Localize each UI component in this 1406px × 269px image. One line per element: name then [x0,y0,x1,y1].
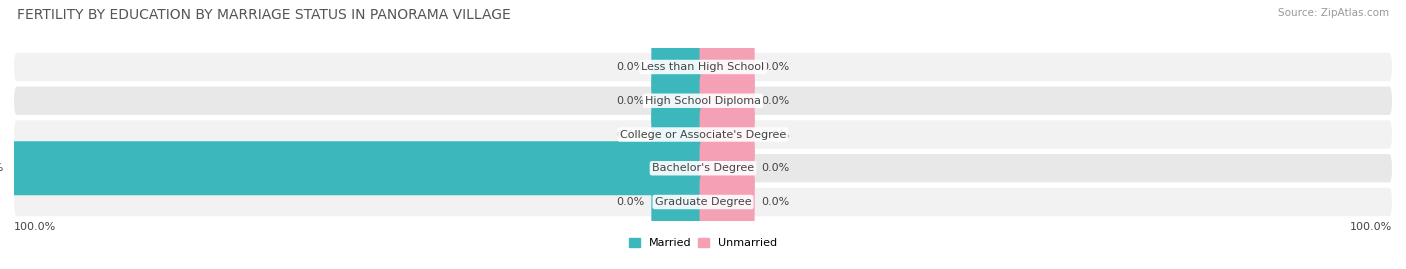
Text: Bachelor's Degree: Bachelor's Degree [652,163,754,173]
Text: Source: ZipAtlas.com: Source: ZipAtlas.com [1278,8,1389,18]
Text: 100.0%: 100.0% [0,163,4,173]
Text: College or Associate's Degree: College or Associate's Degree [620,129,786,140]
FancyBboxPatch shape [14,188,1392,216]
FancyBboxPatch shape [651,40,706,94]
FancyBboxPatch shape [11,141,706,195]
Text: 0.0%: 0.0% [762,129,790,140]
Text: 0.0%: 0.0% [762,197,790,207]
FancyBboxPatch shape [651,175,706,229]
FancyBboxPatch shape [14,53,1392,81]
Text: 0.0%: 0.0% [762,62,790,72]
FancyBboxPatch shape [700,74,755,128]
FancyBboxPatch shape [14,154,1392,182]
FancyBboxPatch shape [651,108,706,161]
Text: High School Diploma: High School Diploma [645,96,761,106]
Text: Less than High School: Less than High School [641,62,765,72]
Text: 0.0%: 0.0% [616,96,644,106]
Text: 0.0%: 0.0% [762,163,790,173]
FancyBboxPatch shape [700,175,755,229]
Text: 100.0%: 100.0% [1350,222,1392,232]
Text: 0.0%: 0.0% [616,197,644,207]
Text: 0.0%: 0.0% [616,62,644,72]
FancyBboxPatch shape [700,108,755,161]
Text: FERTILITY BY EDUCATION BY MARRIAGE STATUS IN PANORAMA VILLAGE: FERTILITY BY EDUCATION BY MARRIAGE STATU… [17,8,510,22]
FancyBboxPatch shape [14,87,1392,115]
FancyBboxPatch shape [700,141,755,195]
Text: Graduate Degree: Graduate Degree [655,197,751,207]
FancyBboxPatch shape [700,40,755,94]
Text: 0.0%: 0.0% [616,129,644,140]
FancyBboxPatch shape [651,74,706,128]
Text: 100.0%: 100.0% [14,222,56,232]
FancyBboxPatch shape [14,120,1392,149]
Text: 0.0%: 0.0% [762,96,790,106]
Legend: Married, Unmarried: Married, Unmarried [624,233,782,253]
